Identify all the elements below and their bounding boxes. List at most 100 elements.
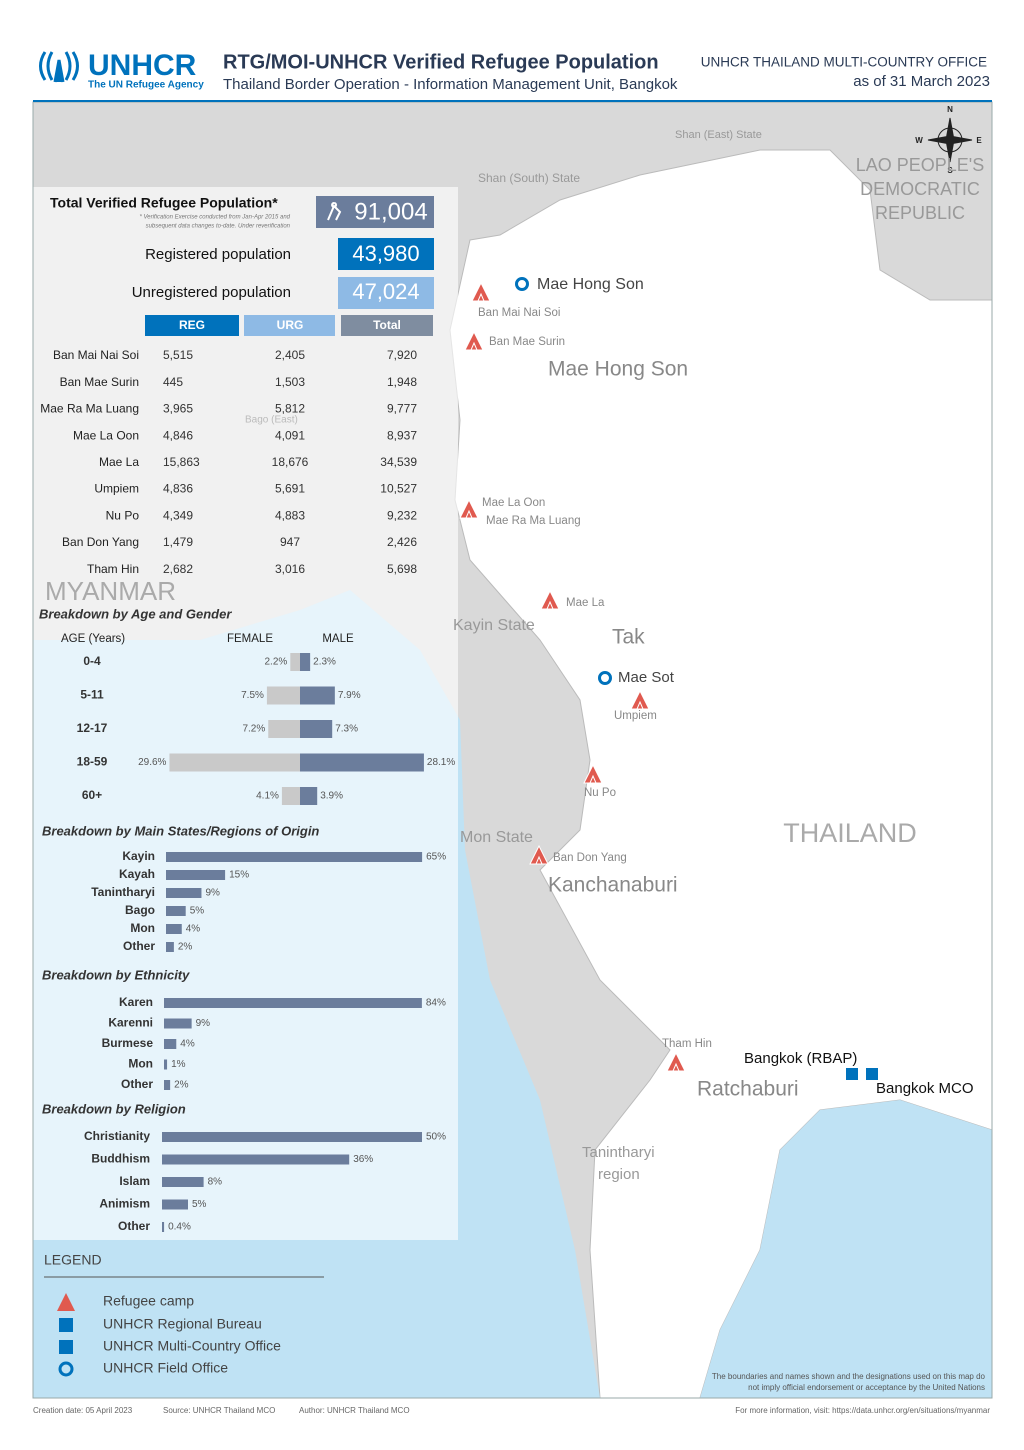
bar — [162, 1177, 204, 1187]
refugee-camp-icon — [459, 498, 479, 519]
value-label: 9% — [205, 888, 220, 899]
map-label: Tanintharyi — [582, 1144, 655, 1161]
map-label: MYANMAR — [45, 576, 176, 606]
age-label: 18-59 — [77, 755, 108, 769]
urg-value: 1,503 — [275, 375, 305, 389]
camp-name: Mae La — [99, 455, 139, 469]
map-label: region — [598, 1166, 640, 1183]
female-label: 7.5% — [241, 690, 264, 701]
legend-office-icon — [59, 1318, 73, 1332]
map-label: Tham Hin — [662, 1038, 712, 1050]
axis-label: AGE (Years) — [61, 633, 125, 645]
value-label: 0.4% — [168, 1222, 191, 1233]
bar — [166, 870, 226, 880]
female-label: 29.6% — [138, 757, 166, 768]
reg-value: 4,836 — [163, 482, 193, 496]
reg-value: 3,965 — [163, 402, 193, 416]
total-icon-box — [316, 196, 434, 228]
category-label: Buddhism — [91, 1152, 150, 1166]
map-label: Mae Hong Son — [548, 358, 688, 381]
male-label: 7.3% — [335, 724, 358, 735]
unregistered-label: Unregistered population — [132, 284, 291, 301]
disclaimer: The boundaries and names shown and the d… — [712, 1372, 986, 1381]
unregistered-box — [338, 277, 434, 309]
value-label: 1% — [171, 1059, 186, 1070]
bar — [164, 1059, 168, 1070]
urg-value: 2,405 — [275, 348, 305, 362]
bar — [162, 1222, 165, 1232]
refugee-camp-icon — [540, 589, 560, 610]
male-bar — [300, 753, 424, 772]
bar — [164, 998, 422, 1008]
disclaimer: not imply official endorsement or accept… — [748, 1383, 985, 1392]
age-label: 5-11 — [80, 688, 104, 702]
map-label: DEMOCRATIC — [860, 179, 980, 199]
category-label: Other — [123, 939, 155, 953]
table-header: REG — [179, 318, 205, 332]
male-label: 7.9% — [338, 690, 361, 701]
footer-author: Author: UNHCR Thailand MCO — [299, 1406, 410, 1415]
map-label: Bago (East) — [245, 415, 298, 426]
male-label: 28.1% — [427, 757, 455, 768]
value-label: 2% — [178, 942, 193, 953]
bar — [166, 924, 182, 934]
category-label: Bago — [125, 903, 155, 917]
urg-header — [244, 315, 335, 336]
table-header: Total — [373, 318, 401, 332]
female-label: 7.2% — [242, 724, 265, 735]
legend-camp-icon — [57, 1293, 75, 1311]
male-bar — [300, 720, 333, 738]
map-label: REPUBLIC — [875, 203, 965, 223]
refugee-camp-icon — [583, 763, 603, 784]
bar — [166, 852, 423, 862]
value-label: 8% — [208, 1177, 223, 1188]
section-title: Breakdown by Main States/Regions of Orig… — [42, 823, 319, 838]
value-label: 84% — [426, 998, 446, 1009]
female-bar — [290, 653, 300, 671]
map-label: Mae La — [566, 597, 605, 609]
map-label: Kayin State — [453, 617, 535, 634]
bar — [166, 942, 174, 952]
reg-value: 5,515 — [163, 348, 193, 362]
compass-letter: S — [947, 166, 953, 175]
map-label: Ban Mae Surin — [489, 336, 565, 348]
bureau-icon — [846, 1068, 858, 1080]
legend-item: UNHCR Field Office — [103, 1360, 228, 1376]
map-label: Kanchanaburi — [548, 874, 678, 897]
category-label: Other — [118, 1219, 150, 1233]
map-label: Ban Don Yang — [553, 852, 627, 864]
date: as of 31 March 2023 — [853, 73, 990, 90]
total-value: 10,527 — [380, 482, 417, 496]
camp-name: Mae La Oon — [73, 428, 139, 442]
logo-text: UNHCR — [88, 49, 197, 82]
camp-name: Ban Mae Surin — [60, 375, 139, 389]
summary-title: Total Verified Refugee Population* — [50, 195, 278, 211]
category-label: Burmese — [102, 1036, 154, 1050]
map-label: Umpiem — [614, 710, 657, 722]
bar — [164, 1018, 192, 1029]
total-value: 2,426 — [387, 535, 417, 549]
female-bar — [281, 787, 300, 805]
legend-female: FEMALE — [227, 633, 273, 645]
logo-tagline: The UN Refugee Agency — [88, 80, 204, 91]
map-label: Tak — [612, 626, 645, 649]
bar — [162, 1199, 188, 1210]
section-title: Breakdown by Age and Gender — [39, 606, 232, 621]
registered-box — [338, 238, 434, 270]
male-bar — [300, 686, 335, 705]
map-label: Mae Hong Son — [537, 276, 644, 293]
bar — [164, 1080, 171, 1090]
map-label: Mae Sot — [618, 669, 675, 686]
field-office-icon — [515, 277, 529, 291]
category-label: Kayah — [119, 867, 155, 881]
compass — [927, 117, 973, 163]
map-label: Shan (South) State — [478, 171, 580, 185]
refugee-camp-icon — [471, 281, 491, 302]
reg-value: 4,846 — [163, 428, 193, 442]
age-label: 0-4 — [83, 654, 101, 668]
category-label: Animism — [99, 1197, 150, 1211]
footer-creation: Creation date: 05 April 2023 — [33, 1406, 133, 1415]
camp-name: Ban Don Yang — [62, 535, 139, 549]
logo-emblem — [39, 51, 79, 83]
